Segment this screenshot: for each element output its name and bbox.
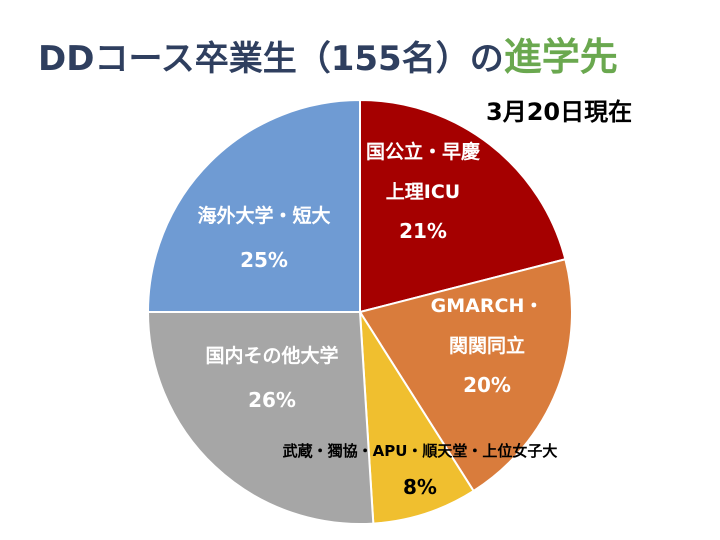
as-of-date-label: 3月20日現在 [486,98,633,126]
slice-category-label: 国内その他大学 [205,344,338,367]
slice-category-label: 国公立・早慶 [366,140,480,163]
slice-category-label: GMARCH・ [431,295,544,317]
slice-category-label: 海外大学・短大 [197,204,330,227]
pie-slice [359,311,475,525]
chart-title-main: DDコース卒業生（155名）の [38,39,504,79]
chart-title-accent: 進学先 [503,35,618,79]
pie-slice [359,98,567,314]
slice-percent-label: 8% [403,475,437,499]
pie-slice [146,311,375,525]
slice-percent-label: 20% [463,373,511,397]
slice-percent-label: 26% [248,388,296,412]
slice-category-label: 武蔵・獨協・APU・順天堂・上位女子大 [283,442,558,460]
chart-title: DDコース卒業生（155名）の進学先 [38,26,618,81]
slice-category-label: 関関同立 [449,334,525,357]
slice-category-label: 上理ICU [386,181,460,203]
slice-percent-label: 25% [240,248,288,272]
pie-slice [358,258,573,493]
pie-slice [146,98,361,313]
slice-percent-label: 21% [399,219,447,243]
